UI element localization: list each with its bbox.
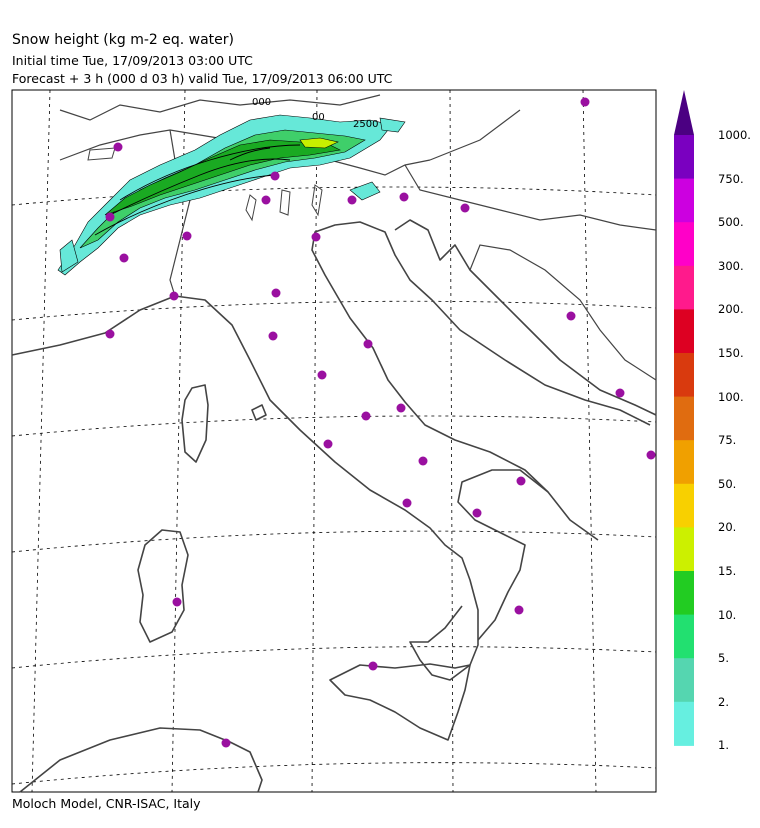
colorbar-label: 5. <box>718 651 729 666</box>
colorbar-arrow <box>674 90 694 135</box>
snow-patch-west <box>59 239 79 273</box>
colorbar-label: 1000. <box>718 128 751 142</box>
lakes <box>87 147 323 222</box>
contour-label-1: 000 <box>252 97 271 108</box>
colorbar-label: 75. <box>718 433 737 448</box>
colorbar-swatch <box>674 527 694 572</box>
colorbar-swatch <box>674 614 694 659</box>
station-marker <box>615 388 625 398</box>
snow-contours <box>94 144 301 236</box>
station-marker <box>182 231 192 241</box>
station-marker <box>311 232 321 242</box>
model-credit: Moloch Model, CNR-ISAC, Italy <box>12 796 201 811</box>
station-marker <box>105 329 115 339</box>
station-marker <box>472 508 482 518</box>
colorbar-label: 10. <box>718 607 737 622</box>
station-marker <box>317 370 327 380</box>
station-marker <box>363 339 373 349</box>
station-marker <box>261 195 271 205</box>
station-marker <box>514 605 524 615</box>
initial-time: Initial time Tue, 17/09/2013 03:00 UTC <box>12 53 253 68</box>
colorbar-swatch <box>674 222 694 267</box>
colorbar-label: 1. <box>718 738 729 753</box>
colorbar-label: 100. <box>718 389 744 404</box>
colorbar-swatch <box>674 178 694 223</box>
forecast-time: Forecast + 3 h (000 d 03 h) valid Tue, 1… <box>12 71 393 86</box>
station-marker <box>271 288 281 298</box>
colorbar-swatch <box>674 135 694 180</box>
station-marker <box>268 331 278 341</box>
colorbar-swatch <box>674 483 694 528</box>
station-marker <box>396 403 406 413</box>
colorbar-swatch <box>674 265 694 310</box>
colorbar-label: 750. <box>718 171 744 186</box>
station-marker <box>399 192 409 202</box>
station-marker <box>402 498 412 508</box>
station-marker <box>516 476 526 486</box>
station-marker <box>566 311 576 321</box>
colorbar-swatch <box>674 701 694 746</box>
colorbar-swatch <box>674 571 694 616</box>
contour-label-3: 2500 <box>353 119 378 130</box>
station-marker <box>169 291 179 301</box>
coastline <box>11 219 657 793</box>
graticule <box>11 89 657 793</box>
station-marker <box>368 661 378 671</box>
station-marker <box>418 456 428 466</box>
station-marker <box>172 597 182 607</box>
snow-region-high <box>299 137 339 149</box>
colorbar-label: 15. <box>718 564 737 578</box>
snow-patch-ne <box>379 117 406 133</box>
station-marker <box>119 253 129 263</box>
station-marker <box>580 97 590 107</box>
station-marker <box>105 212 115 222</box>
station-marker <box>460 203 470 213</box>
snow-patch-east <box>349 181 381 201</box>
station-marker <box>113 142 123 152</box>
colorbar-label: 20. <box>718 520 737 535</box>
colorbar-label: 2. <box>718 694 729 709</box>
snow-field-alps <box>57 114 406 276</box>
station-marker <box>347 195 357 205</box>
colorbar-swatch <box>674 396 694 441</box>
station-marker <box>221 738 231 748</box>
station-marker <box>646 450 656 460</box>
colorbar-swatch <box>674 440 694 485</box>
colorbar-label: 500. <box>718 215 744 230</box>
colorbar-swatch <box>674 658 694 703</box>
contour-label-2: 00 <box>312 112 325 123</box>
colorbar <box>674 90 694 746</box>
colorbar-swatch <box>674 309 694 354</box>
map-frame <box>11 89 657 793</box>
colorbar-label: 200. <box>718 302 744 317</box>
colorbar-label: 300. <box>718 258 744 273</box>
colorbar-label: 50. <box>718 476 737 491</box>
chart-title: Snow height (kg m-2 eq. water) <box>12 32 235 48</box>
colorbar-swatch <box>674 353 694 398</box>
station-marker <box>270 171 280 181</box>
colorbar-label: 150. <box>718 346 744 360</box>
stations <box>105 97 656 748</box>
station-marker <box>323 439 333 449</box>
station-marker <box>361 411 371 421</box>
